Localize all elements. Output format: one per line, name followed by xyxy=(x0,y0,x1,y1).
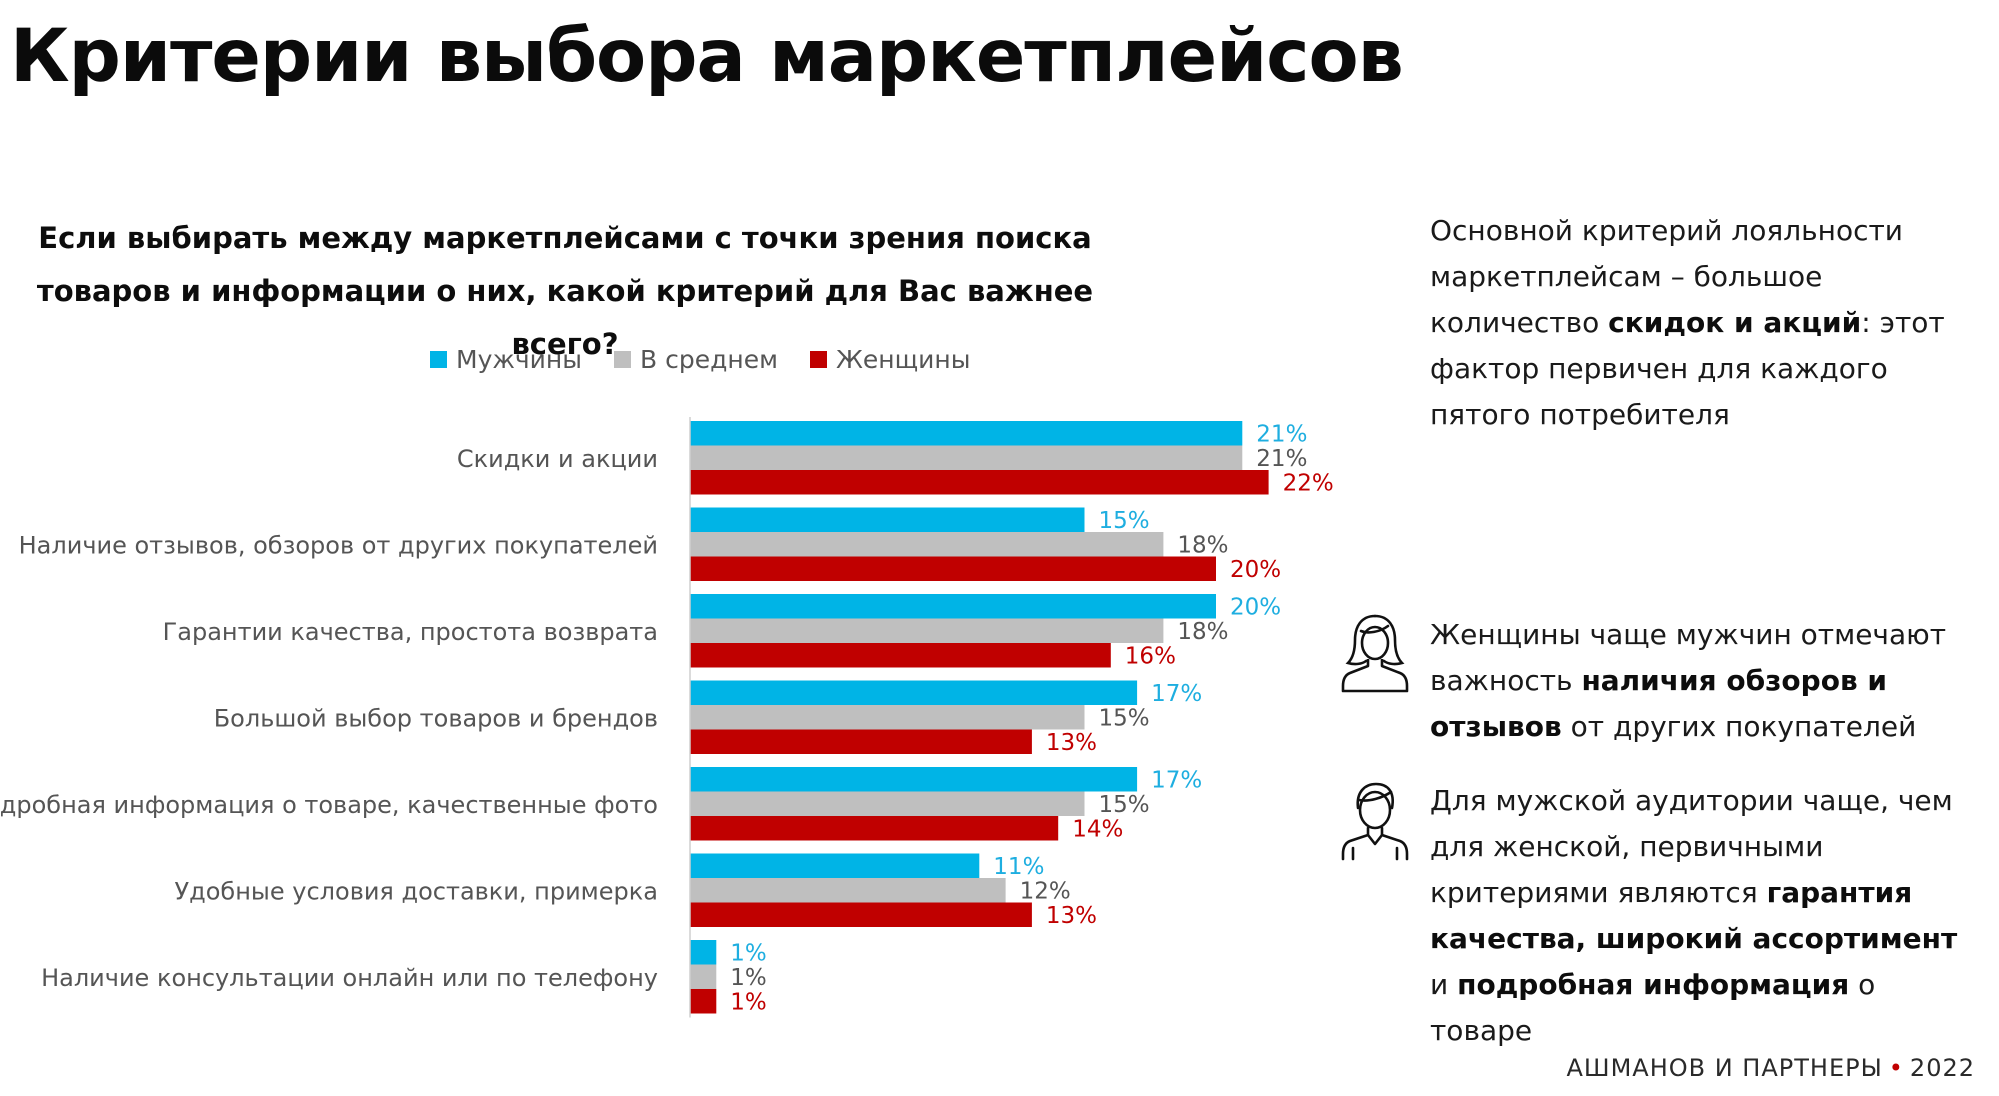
value-label-0-1: 15% xyxy=(1099,508,1150,534)
value-label-0-6: 1% xyxy=(730,940,767,966)
bar-1-6 xyxy=(690,964,717,989)
category-label-1: Наличие отзывов, обзоров от других покуп… xyxy=(19,531,658,559)
bar-0-3 xyxy=(690,680,1138,705)
value-label-2-0: 22% xyxy=(1283,470,1334,496)
value-label-2-5: 13% xyxy=(1046,903,1097,929)
value-label-0-3: 17% xyxy=(1151,681,1202,707)
note1-part-0: Основной критерий лояльности маркетплейс… xyxy=(1430,214,1904,339)
bar-0-1 xyxy=(690,507,1085,532)
bar-0-6 xyxy=(690,940,717,965)
value-label-2-3: 13% xyxy=(1046,730,1097,756)
legend-swatch-men xyxy=(430,350,447,368)
legend-label-average: В среднем xyxy=(640,344,778,374)
category-label-5: Удобные условия доставки, примерка xyxy=(175,877,658,905)
bar-0-2 xyxy=(690,594,1216,619)
bar-2-4 xyxy=(690,816,1059,841)
legend-swatch-average xyxy=(614,350,631,368)
value-label-1-4: 15% xyxy=(1099,792,1150,818)
value-label-0-4: 17% xyxy=(1151,767,1202,793)
value-label-1-1: 18% xyxy=(1177,532,1228,558)
note2-part-1: наличия обзоров и отзывов xyxy=(1430,664,1888,743)
chart-question: Если выбирать между маркетплейсами с точ… xyxy=(0,212,1130,371)
bar-2-0 xyxy=(690,470,1269,495)
bar-1-0 xyxy=(690,445,1243,470)
chart-question-line-2: товаров и информации о них, какой критер… xyxy=(36,274,1094,361)
bar-1-1 xyxy=(690,532,1164,557)
note1-part-2: : этот фактор первичен для каждого пятог… xyxy=(1430,306,1945,431)
value-label-2-4: 14% xyxy=(1072,816,1123,842)
value-label-1-3: 15% xyxy=(1099,705,1150,731)
man-icon xyxy=(1341,782,1409,861)
woman-icon xyxy=(1341,614,1409,693)
legend-item-average: В среднем xyxy=(614,345,778,374)
bar-2-5 xyxy=(690,902,1032,927)
bar-1-4 xyxy=(690,791,1085,816)
value-label-1-5: 12% xyxy=(1020,878,1071,904)
bar-0-0 xyxy=(690,421,1243,446)
note1-part-1: скидок и акций xyxy=(1608,306,1862,339)
bar-1-5 xyxy=(690,878,1006,903)
value-label-0-2: 20% xyxy=(1230,594,1281,620)
bar-2-2 xyxy=(690,643,1111,668)
bar-1-2 xyxy=(690,618,1164,643)
insight-men: Для мужской аудитории чаще, чем для женс… xyxy=(1430,778,1975,1054)
note2-part-0: Женщины чаще мужчин отмечают важность xyxy=(1430,618,1947,697)
insight-women: Женщины чаще мужчин отмечают важность на… xyxy=(1430,612,1975,750)
note3-part-0: Для мужской аудитории чаще, чем для женс… xyxy=(1430,784,1953,909)
note3-part-4: о товаре xyxy=(1430,968,1876,1047)
note3-part-3: подробная информация xyxy=(1457,968,1850,1001)
value-label-1-2: 18% xyxy=(1177,619,1228,645)
bar-2-1 xyxy=(690,556,1216,581)
value-label-1-6: 1% xyxy=(730,965,767,991)
value-label-2-1: 20% xyxy=(1230,557,1281,583)
footer-brand: АШМАНОВ И ПАРТНЕРЫ • 2022 xyxy=(1566,1054,1975,1082)
value-label-2-6: 1% xyxy=(730,989,767,1015)
footer-dot: • xyxy=(1888,1054,1904,1082)
bar-2-3 xyxy=(690,729,1032,754)
category-label-2: Гарантии качества, простота возврата xyxy=(163,618,658,646)
category-label-3: Большой выбор товаров и брендов xyxy=(214,704,658,732)
value-label-0-0: 21% xyxy=(1256,421,1307,447)
value-label-0-5: 11% xyxy=(993,854,1044,880)
legend-label-women: Женщины xyxy=(835,344,971,374)
bar-0-5 xyxy=(690,853,980,878)
legend-swatch-women xyxy=(809,350,827,368)
chart-legend: Мужчины В среднем Женщины xyxy=(430,343,971,375)
bar-0-4 xyxy=(690,767,1138,792)
footer-brand-name: АШМАНОВ И ПАРТНЕРЫ xyxy=(1566,1054,1883,1082)
legend-item-women: Женщины xyxy=(809,344,971,374)
value-label-1-0: 21% xyxy=(1256,446,1307,472)
legend-item-men: Мужчины xyxy=(430,345,582,374)
footer-year: 2022 xyxy=(1909,1054,1975,1082)
category-label-6: Наличие консультации онлайн или по телеф… xyxy=(41,964,658,992)
insight-main: Основной критерий лояльности маркетплейс… xyxy=(1430,208,1975,438)
value-label-2-2: 16% xyxy=(1125,643,1176,669)
bar-1-3 xyxy=(690,705,1085,730)
bar-2-6 xyxy=(690,989,717,1014)
note3-part-2: и xyxy=(1430,968,1458,1001)
legend-label-men: Мужчины xyxy=(456,344,582,374)
category-label-0: Скидки и акции xyxy=(457,445,658,473)
note2-part-2: от других покупателей xyxy=(1561,710,1917,743)
chart-question-line-1: Если выбирать между маркетплейсами с точ… xyxy=(38,221,1092,255)
note3-part-1: гарантия качества, широкий ассортимент xyxy=(1430,876,1958,955)
category-label-4: Подробная информация о товаре, качествен… xyxy=(0,791,658,819)
page-title: Критерии выбора маркетплейсов xyxy=(10,14,1404,99)
